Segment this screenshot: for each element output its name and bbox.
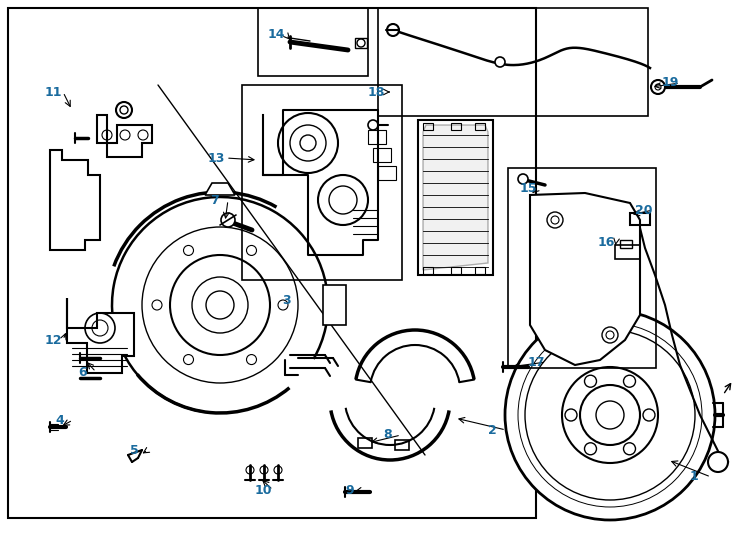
Text: 8: 8	[383, 429, 392, 442]
Text: 15: 15	[520, 181, 537, 194]
Bar	[451, 267, 461, 274]
Bar	[475, 123, 485, 130]
Bar	[373, 148, 391, 162]
Text: 13: 13	[208, 152, 225, 165]
Text: 17: 17	[528, 355, 545, 368]
Bar	[8, 8, 536, 518]
Bar	[615, 245, 640, 259]
Circle shape	[518, 174, 528, 184]
Polygon shape	[423, 125, 488, 270]
Text: 2: 2	[488, 423, 497, 436]
Bar	[423, 267, 433, 274]
Circle shape	[387, 24, 399, 36]
Circle shape	[708, 452, 728, 472]
Bar	[423, 123, 433, 130]
Polygon shape	[50, 150, 100, 250]
Text: 11: 11	[45, 85, 62, 98]
Text: 7: 7	[210, 193, 219, 206]
Polygon shape	[530, 193, 640, 365]
Bar	[378, 8, 648, 116]
Polygon shape	[67, 298, 134, 373]
Text: 19: 19	[662, 77, 680, 90]
Text: 9: 9	[345, 483, 354, 496]
Bar	[368, 130, 386, 144]
Circle shape	[495, 57, 505, 67]
Polygon shape	[97, 115, 152, 157]
Text: 12: 12	[45, 334, 62, 347]
Circle shape	[221, 213, 235, 227]
Circle shape	[116, 102, 132, 118]
Bar	[475, 267, 485, 274]
Text: 20: 20	[635, 204, 653, 217]
Text: 4: 4	[55, 414, 64, 427]
Bar	[395, 440, 409, 450]
Bar	[258, 8, 368, 76]
Polygon shape	[205, 183, 235, 195]
Polygon shape	[323, 285, 346, 325]
Bar	[358, 438, 372, 448]
Text: 10: 10	[255, 483, 272, 496]
Text: 16: 16	[598, 235, 615, 248]
Text: 14: 14	[268, 29, 286, 42]
Text: 6: 6	[78, 366, 87, 379]
Text: 5: 5	[130, 443, 139, 456]
Bar	[630, 213, 650, 225]
Bar	[508, 168, 656, 368]
Bar	[355, 38, 367, 48]
Text: 1: 1	[690, 470, 699, 483]
Text: 3: 3	[282, 294, 291, 307]
Text: 18: 18	[368, 85, 385, 98]
Bar	[378, 166, 396, 180]
Circle shape	[651, 80, 665, 94]
Bar	[418, 120, 493, 275]
Bar	[242, 85, 402, 280]
Bar	[620, 240, 632, 248]
Bar	[451, 123, 461, 130]
Circle shape	[505, 310, 715, 520]
